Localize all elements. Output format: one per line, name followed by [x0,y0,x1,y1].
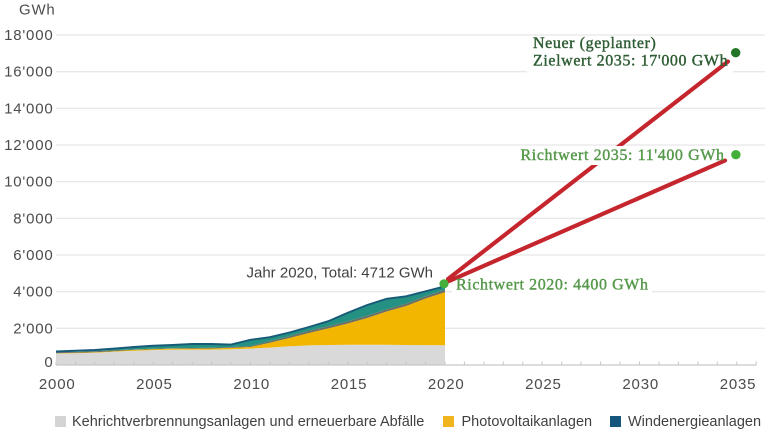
svg-text:16'000: 16'000 [4,64,53,81]
svg-text:0: 0 [44,354,53,371]
svg-text:GWh: GWh [19,2,56,19]
svg-text:14'000: 14'000 [4,100,53,117]
svg-text:2015: 2015 [331,376,368,393]
svg-text:2035: 2035 [720,376,757,393]
svg-text:Jahr 2020, Total: 4712 GWh: Jahr 2020, Total: 4712 GWh [247,265,434,282]
svg-text:2'000: 2'000 [13,320,53,337]
svg-text:Windenergieanlagen: Windenergieanlagen [628,414,761,430]
svg-text:12'000: 12'000 [4,137,53,154]
svg-text:Richtwert 2035: 11'400 GWh: Richtwert 2035: 11'400 GWh [521,147,725,164]
svg-text:4'000: 4'000 [13,284,53,301]
svg-text:2010: 2010 [233,376,270,393]
svg-text:2025: 2025 [525,376,562,393]
svg-text:2005: 2005 [136,376,173,393]
svg-text:Kehrichtverbrennungsanlagen un: Kehrichtverbrennungsanlagen und erneuerb… [72,414,424,430]
svg-text:10'000: 10'000 [4,174,53,191]
svg-text:8'000: 8'000 [13,210,53,227]
svg-text:Neuer (geplanter): Neuer (geplanter) [533,35,656,52]
svg-text:6'000: 6'000 [13,247,53,264]
svg-text:2000: 2000 [39,376,76,393]
svg-text:2020: 2020 [428,376,465,393]
svg-text:2030: 2030 [622,376,659,393]
svg-text:Photovoltaikanlagen: Photovoltaikanlagen [462,414,593,430]
svg-text:Zielwert 2035: 17'000 GWh: Zielwert 2035: 17'000 GWh [533,53,728,70]
svg-text:18'000: 18'000 [4,27,53,44]
svg-text:Richtwert 2020: 4400 GWh: Richtwert 2020: 4400 GWh [456,277,649,294]
